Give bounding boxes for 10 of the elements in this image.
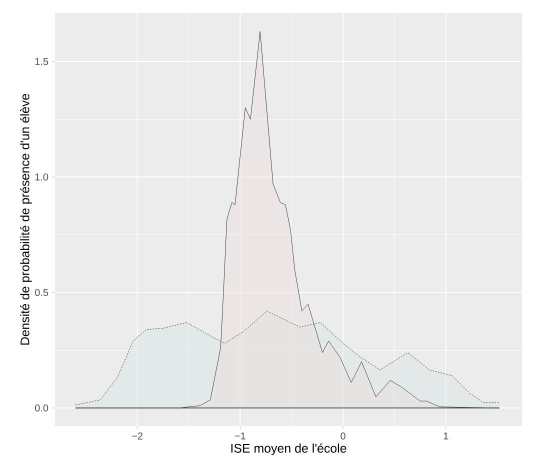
x-tick-label: 0 (340, 432, 346, 440)
y-tick-label: 1.0 (35, 173, 48, 181)
y-tick-label: 1.5 (35, 58, 48, 65)
x-tick-label: −1 (234, 432, 246, 440)
x-axis-title: ISE moyen de l'école (231, 443, 346, 456)
y-tick-label: 0.5 (35, 288, 48, 296)
y-axis-title: Densité de probabilité de présence d'un élève (20, 94, 32, 345)
x-tick-label: 1 (444, 432, 448, 440)
y-tick-label: 0.0 (35, 404, 48, 412)
x-tick-label: −2 (132, 432, 142, 440)
